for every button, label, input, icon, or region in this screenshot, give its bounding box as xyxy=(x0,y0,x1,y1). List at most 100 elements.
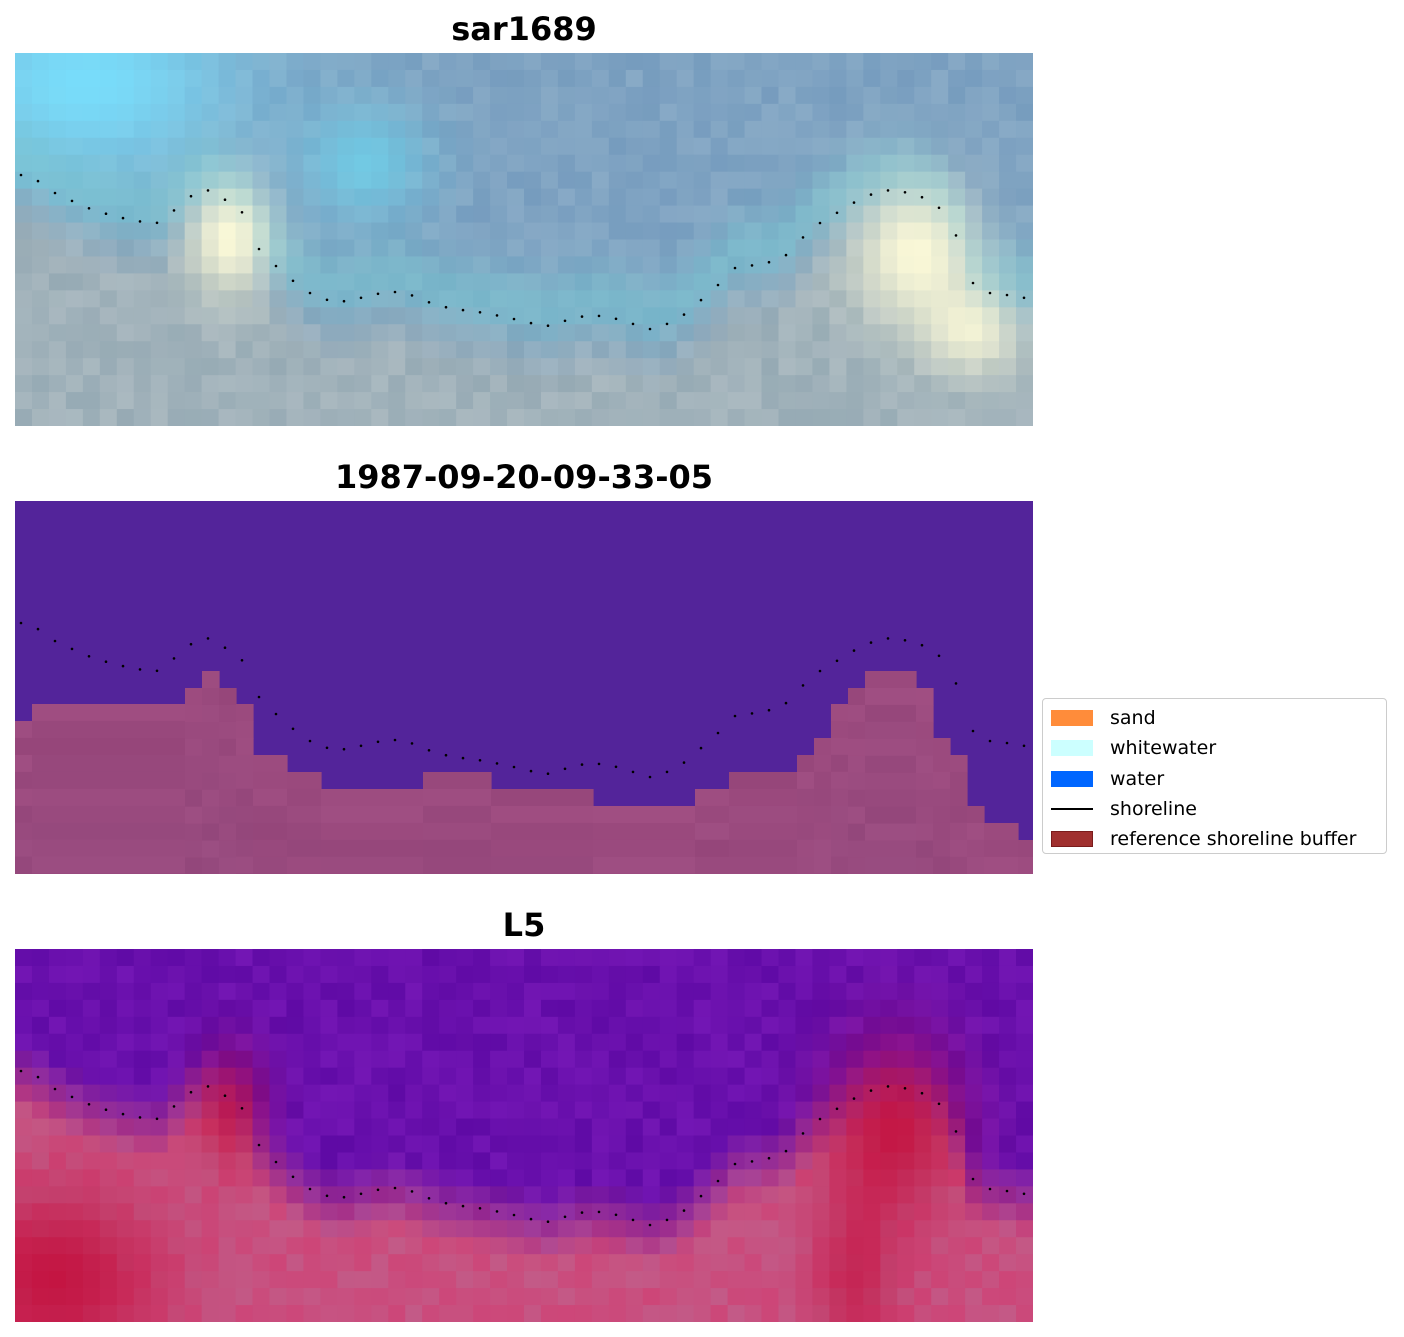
index-pixel xyxy=(727,1186,746,1204)
index-pixel xyxy=(863,999,881,1018)
legend: sand whitewater water shoreline referenc… xyxy=(1042,698,1387,854)
image-pixel xyxy=(218,171,237,190)
image-pixel xyxy=(710,409,729,426)
index-pixel xyxy=(931,1220,949,1238)
index-pixel xyxy=(371,1254,389,1272)
image-pixel xyxy=(150,137,169,156)
index-pixel xyxy=(897,1016,915,1035)
index-pixel xyxy=(829,1016,847,1035)
index-pixel xyxy=(812,1067,830,1086)
index-pixel xyxy=(659,1067,678,1086)
index-pixel xyxy=(761,1186,780,1204)
index-pixel xyxy=(574,1237,593,1255)
image-pixel xyxy=(456,188,474,207)
image-pixel xyxy=(507,222,525,241)
image-pixel xyxy=(863,324,881,342)
index-pixel xyxy=(15,1169,33,1187)
image-pixel xyxy=(659,290,678,308)
image-pixel xyxy=(507,239,525,258)
image-pixel xyxy=(999,69,1017,88)
image-pixel xyxy=(439,120,457,139)
image-pixel xyxy=(405,273,423,291)
image-pixel xyxy=(388,307,406,325)
image-pixel xyxy=(931,154,949,173)
image-pixel xyxy=(846,307,864,325)
image-pixel xyxy=(286,53,305,71)
image-pixel xyxy=(473,69,491,88)
index-pixel xyxy=(795,1135,814,1154)
image-pixel xyxy=(761,290,780,308)
image-pixel xyxy=(982,171,1000,190)
index-pixel xyxy=(829,1067,847,1086)
index-pixel xyxy=(150,1271,169,1289)
image-pixel xyxy=(965,409,983,426)
index-pixel xyxy=(473,965,491,984)
index-pixel xyxy=(863,1169,881,1187)
image-pixel xyxy=(591,341,610,359)
shoreline-dot xyxy=(954,1130,958,1133)
index-pixel xyxy=(880,1067,898,1086)
image-pixel xyxy=(201,171,220,190)
index-pixel xyxy=(829,1135,847,1154)
image-pixel xyxy=(574,188,593,207)
image-pixel xyxy=(31,273,50,291)
image-pixel xyxy=(948,290,966,308)
image-pixel xyxy=(65,358,84,376)
index-pixel xyxy=(184,1135,203,1154)
image-pixel xyxy=(778,120,797,139)
image-pixel xyxy=(642,290,661,308)
index-pixel xyxy=(659,1101,678,1120)
image-pixel xyxy=(608,392,627,410)
buffer-pixel xyxy=(967,822,985,841)
index-pixel xyxy=(252,1016,271,1035)
index-pixel xyxy=(642,1203,661,1221)
index-pixel xyxy=(812,1288,830,1306)
buffer-pixel xyxy=(865,755,917,774)
image-pixel xyxy=(863,273,881,291)
buffer-pixel xyxy=(916,721,934,740)
image-pixel xyxy=(15,273,33,291)
index-pixel xyxy=(473,1254,491,1272)
index-pixel xyxy=(303,1169,321,1187)
buffer-pixel xyxy=(423,839,492,858)
index-pixel xyxy=(659,1084,678,1103)
index-pixel xyxy=(710,982,729,1001)
index-pixel xyxy=(15,1237,33,1255)
buffer-pixel xyxy=(236,822,254,841)
shoreline-dot xyxy=(359,1192,363,1196)
index-pixel xyxy=(710,1033,729,1052)
index-pixel xyxy=(184,1169,203,1187)
image-pixel xyxy=(574,341,593,359)
image-pixel xyxy=(405,137,423,156)
index-pixel xyxy=(710,1254,729,1272)
buffer-pixel xyxy=(1018,840,1033,858)
image-pixel xyxy=(320,307,338,325)
image-pixel xyxy=(269,324,288,342)
image-pixel xyxy=(880,290,898,308)
image-pixel xyxy=(659,307,678,325)
index-pixel xyxy=(999,949,1017,967)
buffer-pixel xyxy=(32,805,186,824)
index-pixel xyxy=(371,1237,389,1255)
index-pixel xyxy=(524,1101,542,1120)
image-pixel xyxy=(524,341,542,359)
image-pixel xyxy=(710,358,729,376)
image-pixel xyxy=(422,307,440,325)
image-pixel xyxy=(337,358,355,376)
index-pixel xyxy=(710,999,729,1018)
image-pixel xyxy=(320,239,338,258)
index-pixel xyxy=(116,1050,135,1069)
index-pixel xyxy=(371,1271,389,1289)
image-pixel xyxy=(591,324,610,342)
shoreline-dot xyxy=(87,1103,91,1106)
buffer-pixel xyxy=(916,755,934,774)
shoreline-dot xyxy=(699,1194,703,1198)
index-pixel xyxy=(1016,1203,1033,1221)
image-pixel xyxy=(574,120,593,139)
index-pixel xyxy=(150,1220,169,1238)
index-pixel xyxy=(405,1220,423,1238)
index-pixel xyxy=(490,1169,508,1187)
shoreline-dot xyxy=(563,319,567,323)
index-pixel xyxy=(999,1084,1017,1103)
buffer-pixel xyxy=(1018,856,1033,874)
